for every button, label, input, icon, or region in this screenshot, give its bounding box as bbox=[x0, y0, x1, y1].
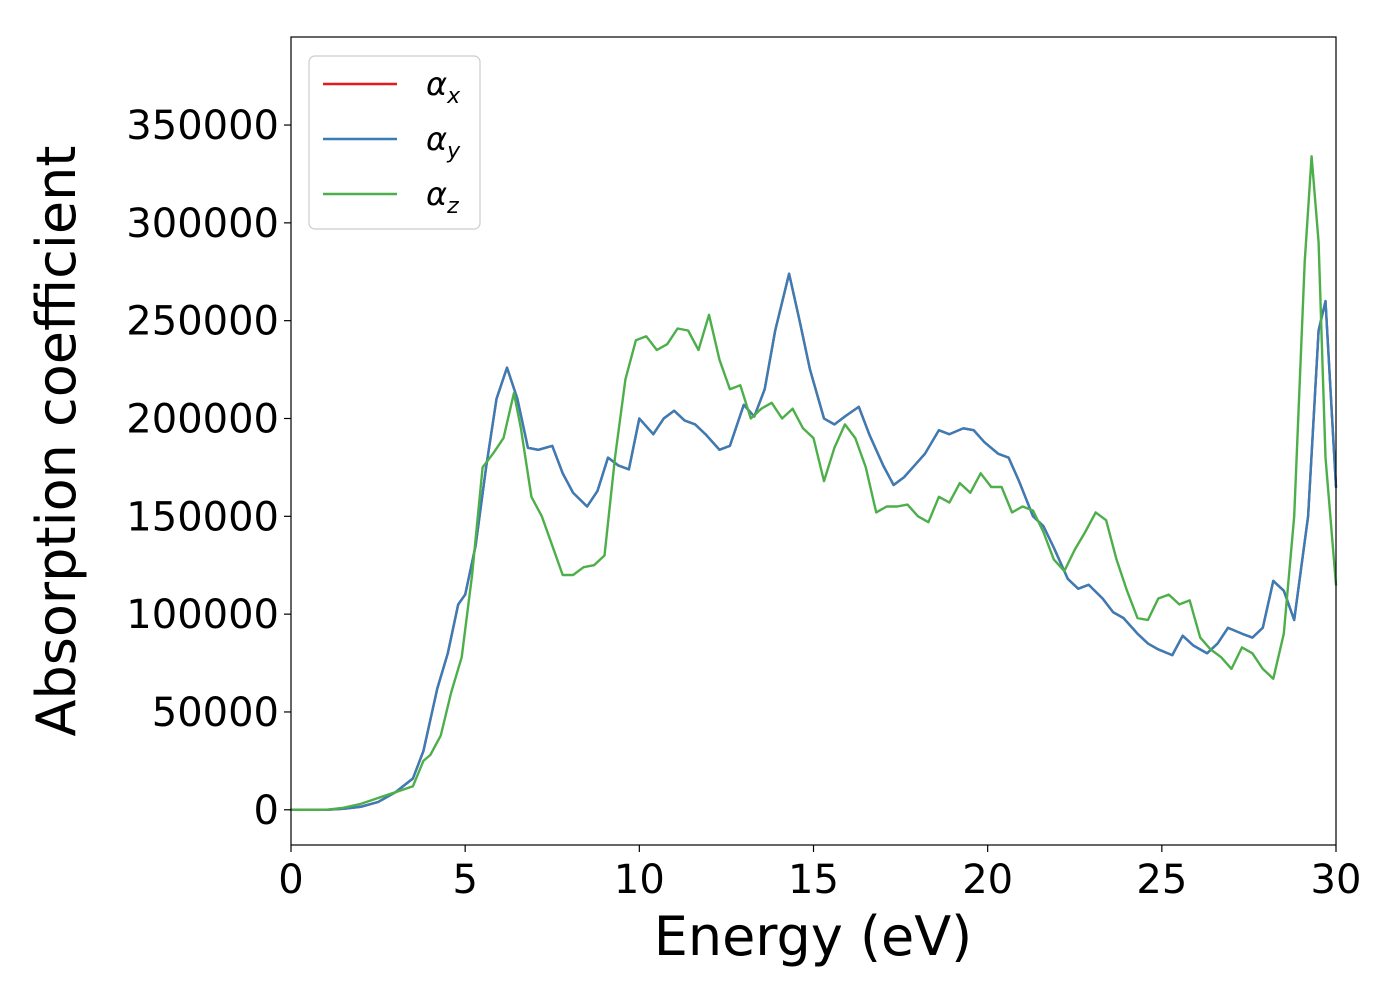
y-tick-label: 350000 bbox=[126, 103, 279, 149]
x-axis-title: Energy (eV) bbox=[654, 905, 973, 968]
series-line-z bbox=[289, 155, 1338, 811]
y-tick-label: 150000 bbox=[126, 494, 279, 540]
y-axis: 0 50000 100000 150000 200000 250000 300000 3500… bbox=[126, 103, 291, 834]
x-tick-label: 30 bbox=[1311, 857, 1362, 903]
legend-label-y: αy bbox=[426, 120, 461, 164]
y-tick-label: 50000 bbox=[152, 690, 279, 736]
x-tick-label: 10 bbox=[614, 857, 665, 903]
series-layer bbox=[289, 155, 1338, 811]
x-tick-label: 20 bbox=[962, 857, 1013, 903]
y-tick-label: 250000 bbox=[126, 299, 279, 345]
x-tick-label: 15 bbox=[788, 857, 839, 903]
y-tick-label: 200000 bbox=[126, 397, 279, 443]
y-tick-label: 0 bbox=[254, 788, 279, 834]
legend-box bbox=[308, 55, 481, 230]
x-tick-label: 0 bbox=[278, 857, 303, 903]
x-tick-label: 25 bbox=[1136, 857, 1187, 903]
y-tick-label: 300000 bbox=[126, 201, 279, 247]
series-line-y bbox=[289, 272, 1338, 811]
x-tick-label: 5 bbox=[452, 857, 477, 903]
x-axis: 0 5 10 15 20 25 30 bbox=[278, 845, 1361, 903]
y-axis-title: Absorption coefficient bbox=[25, 146, 88, 737]
y-tick-label: 100000 bbox=[126, 592, 279, 638]
